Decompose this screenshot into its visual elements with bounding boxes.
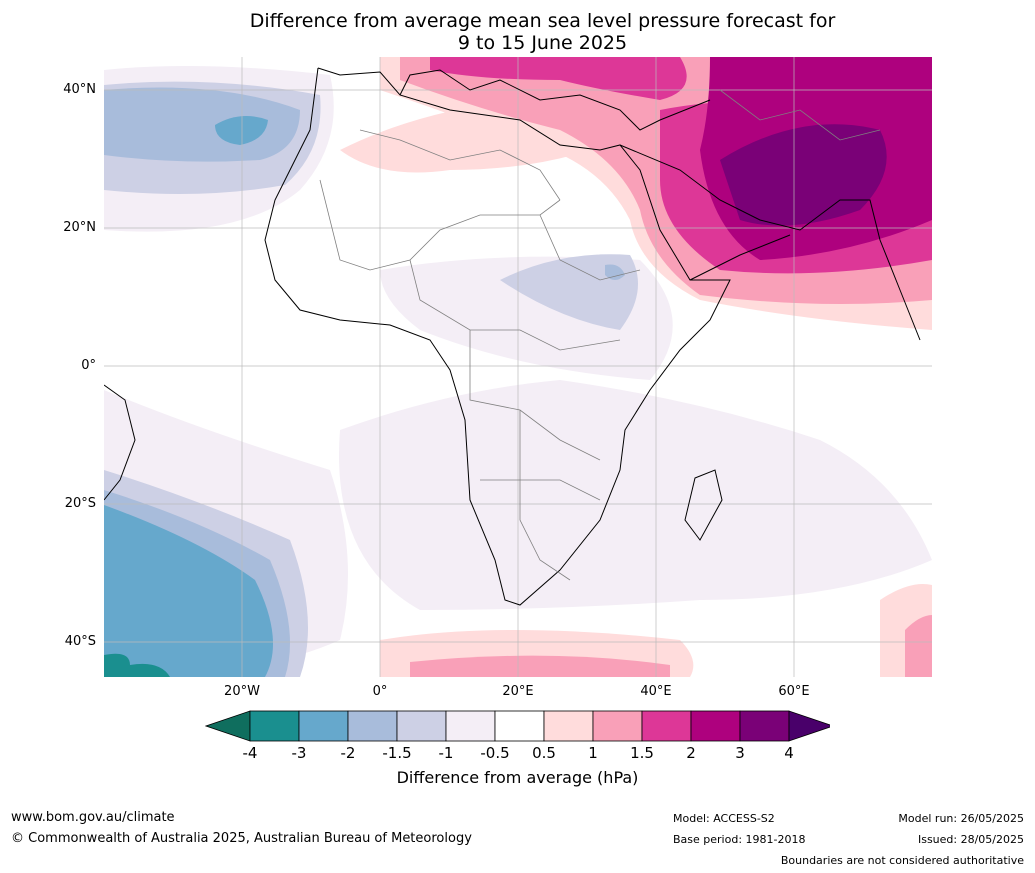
coast-africa [264,67,731,606]
footer-website: www.bom.gov.au/climate [11,810,175,825]
pressure-anomaly-map [104,57,932,677]
footer-disclaimer: Boundaries are not considered authoritat… [780,854,1024,867]
colorbar-segment [396,710,447,742]
contour-south-atlantic-m2 [104,505,273,677]
footer-model: Model: ACCESS-S2 [673,812,775,825]
map-title: Difference from average mean sea level p… [0,10,1035,54]
contour-south-atlantic-m3 [104,653,170,677]
lat-label-20n: 20°N [63,220,96,235]
lat-label-40s: 40°S [64,634,96,649]
contour-east-africa-m15 [605,264,625,280]
colorbar-tick-label: -3 [291,744,307,762]
colorbar-segment [298,710,349,742]
colorbar-tick-label: 1 [588,744,598,762]
title-line-1: Difference from average mean sea level p… [249,10,836,32]
lon-label-60e: 60°E [778,684,810,699]
lon-label-20w: 20°W [224,684,260,699]
colorbar-segment [592,710,643,742]
contour-south-atlantic-p1 [410,655,670,677]
colorbar-tick-label: 1.5 [630,744,654,762]
colorbar-tick-label: -4 [242,744,258,762]
colorbar-segment [543,710,594,742]
contour-north-atlantic-m15 [104,87,300,162]
colorbar [205,710,830,742]
colorbar-segment [445,710,496,742]
title-line-2: 9 to 15 June 2025 [457,32,628,54]
footer-issued: Issued: 28/05/2025 [917,833,1024,846]
map-canvas [104,57,932,677]
colorbar-segment [347,710,398,742]
colorbar-segment [641,710,692,742]
coast-south-america [104,384,136,501]
colorbar-tick-label: 4 [784,744,794,762]
coast-madagascar [684,469,723,541]
coastlines [104,67,921,606]
lon-label-40e: 40°E [640,684,672,699]
coast-arabia [619,144,921,341]
lat-label-40n: 40°N [63,82,96,97]
colorbar-segment [739,710,790,742]
colorbar-tick-label: -1.5 [382,744,412,762]
lon-label-20e: 20°E [502,684,534,699]
colorbar-tick-label: 2 [686,744,696,762]
footer-base-period: Base period: 1981-2018 [673,833,806,846]
lat-label-20s: 20°S [64,496,96,511]
footer-copyright: © Commonwealth of Australia 2025, Austra… [11,831,472,846]
coast-europe [399,69,711,131]
contour-north-atlantic-m2 [215,116,268,145]
lat-label-0: 0° [81,358,96,373]
colorbar-under-triangle [205,710,251,742]
colorbar-tick-label: 0.5 [532,744,556,762]
lon-label-0: 0° [372,684,388,699]
colorbar-tick-label: -2 [340,744,356,762]
colorbar-tick-label: -1 [438,744,454,762]
colorbar-label: Difference from average (hPa) [396,768,639,787]
country-borders [319,89,881,581]
contour-southern-africa-m05 [339,380,932,610]
colorbar-over-triangle [788,710,830,742]
colorbar-tick-label: 3 [735,744,745,762]
colorbar-segment [249,710,300,742]
footer-model-run: Model run: 26/05/2025 [898,812,1024,825]
contour-east-africa-m1 [500,254,638,330]
gridlines [104,57,932,677]
colorbar-segment [690,710,741,742]
colorbar-tick-label: -0.5 [480,744,510,762]
contour-south-indian-p1 [905,615,932,677]
colorbar-segment [494,710,545,742]
